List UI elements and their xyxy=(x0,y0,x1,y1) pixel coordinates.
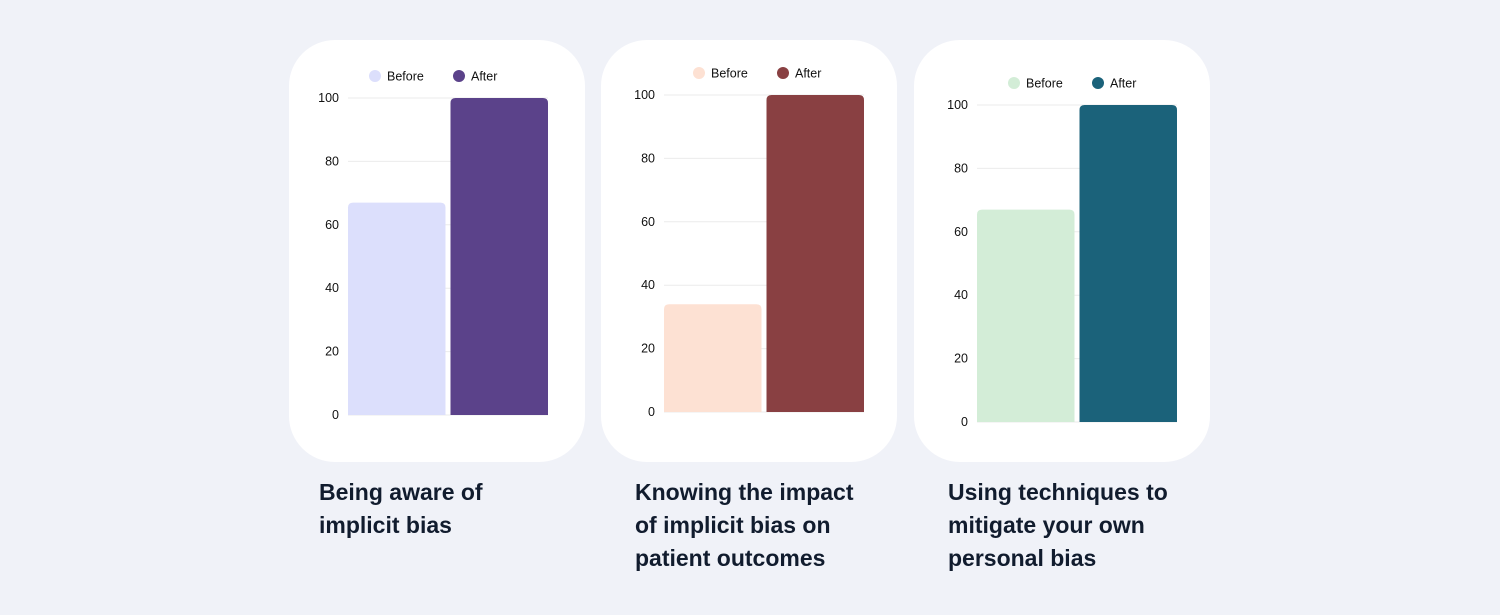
legend-item-before[interactable]: Before xyxy=(693,67,748,81)
caption-line: Knowing the impact xyxy=(635,479,854,505)
bar-chart-2: 0 20 40 60 80 100 Before After xyxy=(634,67,865,419)
y-tick-label: 0 xyxy=(332,408,339,422)
caption-line: personal bias xyxy=(948,545,1097,571)
bar-after[interactable] xyxy=(766,95,865,412)
y-tick-label: 100 xyxy=(947,98,968,112)
chart-caption-3: Using techniques to mitigate your own pers… xyxy=(948,476,1218,575)
bar-before[interactable] xyxy=(348,202,446,415)
bar-chart-3: 0 20 40 60 80 100 Before After xyxy=(947,77,1178,429)
chart-caption-2: Knowing the impact of implicit bias on pat… xyxy=(635,476,905,575)
bar-before[interactable] xyxy=(664,304,762,412)
chart-panel-2: 0 20 40 60 80 100 Before After Knowing the impa… xyxy=(601,0,921,615)
legend-label: After xyxy=(795,67,821,81)
caption-line: Being aware of xyxy=(319,479,483,505)
bar-after[interactable] xyxy=(450,98,549,415)
legend-label: Before xyxy=(387,70,424,84)
y-tick-label: 60 xyxy=(325,218,339,232)
y-tick-label: 100 xyxy=(634,88,655,102)
bar-after[interactable] xyxy=(1079,105,1178,422)
caption-line: of implicit bias on xyxy=(635,512,831,538)
y-tick-label: 40 xyxy=(325,281,339,295)
y-tick-label: 20 xyxy=(954,352,968,366)
chart-card-2: 0 20 40 60 80 100 Before After xyxy=(601,40,897,462)
chart-card-1: 0 20 40 60 80 100 Before After xyxy=(289,40,585,462)
legend-swatch-after xyxy=(777,67,789,79)
legend-label: After xyxy=(471,70,497,84)
caption-line: implicit bias xyxy=(319,512,452,538)
bar-chart-1: 0 20 40 60 80 100 Before After xyxy=(318,70,549,422)
y-tick-label: 0 xyxy=(961,415,968,429)
y-tick-label: 40 xyxy=(954,288,968,302)
y-tick-label: 60 xyxy=(641,215,655,229)
y-tick-label: 100 xyxy=(318,91,339,105)
bar-before[interactable] xyxy=(977,209,1075,422)
legend-item-after[interactable]: After xyxy=(453,70,497,84)
y-tick-label: 20 xyxy=(325,345,339,359)
caption-line: Using techniques to xyxy=(948,479,1168,505)
legend-item-after[interactable]: After xyxy=(1092,77,1136,91)
legend-label: After xyxy=(1110,77,1136,91)
chart-caption-1: Being aware of implicit bias xyxy=(319,476,589,542)
legend-swatch-after xyxy=(453,70,465,82)
y-tick-label: 80 xyxy=(641,151,655,165)
chart-panel-3: 0 20 40 60 80 100 Before After Using techniques… xyxy=(914,0,1234,615)
chart-card-3: 0 20 40 60 80 100 Before After xyxy=(914,40,1210,462)
y-tick-label: 20 xyxy=(641,342,655,356)
legend-swatch-after xyxy=(1092,77,1104,89)
y-tick-label: 40 xyxy=(641,278,655,292)
legend-label: Before xyxy=(1026,77,1063,91)
legend-item-before[interactable]: Before xyxy=(369,70,424,84)
legend-swatch-before xyxy=(693,67,705,79)
y-tick-label: 60 xyxy=(954,225,968,239)
caption-line: mitigate your own xyxy=(948,512,1145,538)
legend-item-after[interactable]: After xyxy=(777,67,821,81)
legend-swatch-before xyxy=(369,70,381,82)
caption-line: patient outcomes xyxy=(635,545,826,571)
y-tick-label: 80 xyxy=(954,161,968,175)
y-tick-label: 80 xyxy=(325,154,339,168)
legend-item-before[interactable]: Before xyxy=(1008,77,1063,91)
y-tick-label: 0 xyxy=(648,405,655,419)
chart-panel-1: 0 20 40 60 80 100 Before After Being aware of im… xyxy=(289,0,609,615)
legend-swatch-before xyxy=(1008,77,1020,89)
legend-label: Before xyxy=(711,67,748,81)
